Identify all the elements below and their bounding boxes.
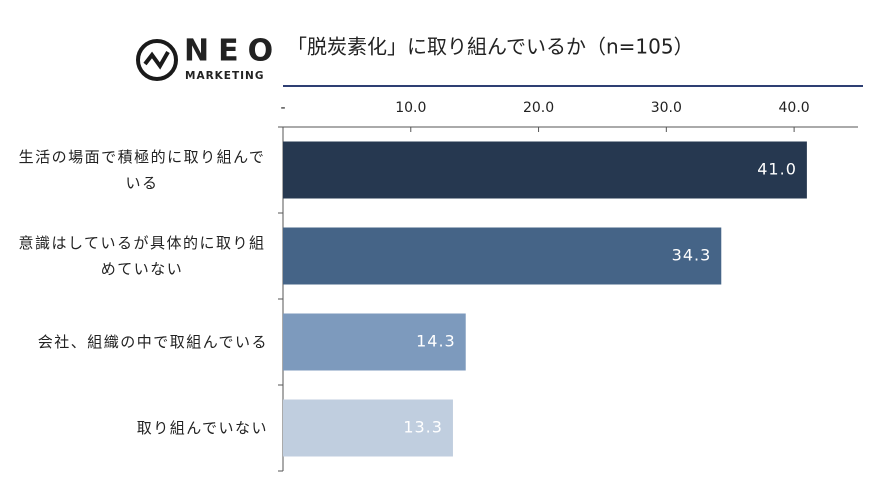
category-label-box: 会社、組織の中で取組んでいる: [16, 299, 268, 385]
y-tick-label: 生活の場面で積極的に取り組んでいる: [18, 148, 266, 192]
category-label-box: 生活の場面で積極的に取り組んでいる: [16, 127, 268, 213]
bar: [283, 227, 722, 285]
x-tick-label: 40.0: [779, 100, 810, 116]
value-label: 13.3: [403, 418, 443, 437]
category-label-box: 取り組んでいない: [16, 385, 268, 471]
x-tick-label: -: [280, 100, 285, 116]
category-label-box: 意識はしているが具体的に取り組めていない: [16, 213, 268, 299]
value-label: 41.0: [757, 160, 797, 179]
x-tick-label: 10.0: [395, 100, 426, 116]
y-tick-label: 取り組んでいない: [136, 419, 268, 437]
x-tick-label: 30.0: [651, 100, 682, 116]
bar: [283, 399, 453, 457]
bar: [283, 141, 807, 199]
x-tick-label: 20.0: [523, 100, 554, 116]
value-label: 14.3: [416, 332, 456, 351]
logo-icon-mark: [143, 51, 170, 70]
bar: [283, 313, 466, 371]
brand-name: NEO: [184, 34, 282, 69]
logo-icon: [136, 39, 178, 81]
y-tick-label: 意識はしているが具体的に取り組めていない: [18, 234, 266, 278]
chart-title: 「脱炭素化」に取り組んでいるか（n=105）: [287, 35, 694, 59]
y-tick-label: 会社、組織の中で取組んでいる: [37, 333, 268, 351]
brand-tagline: MARKETING: [185, 70, 264, 82]
value-label: 34.3: [672, 246, 712, 265]
